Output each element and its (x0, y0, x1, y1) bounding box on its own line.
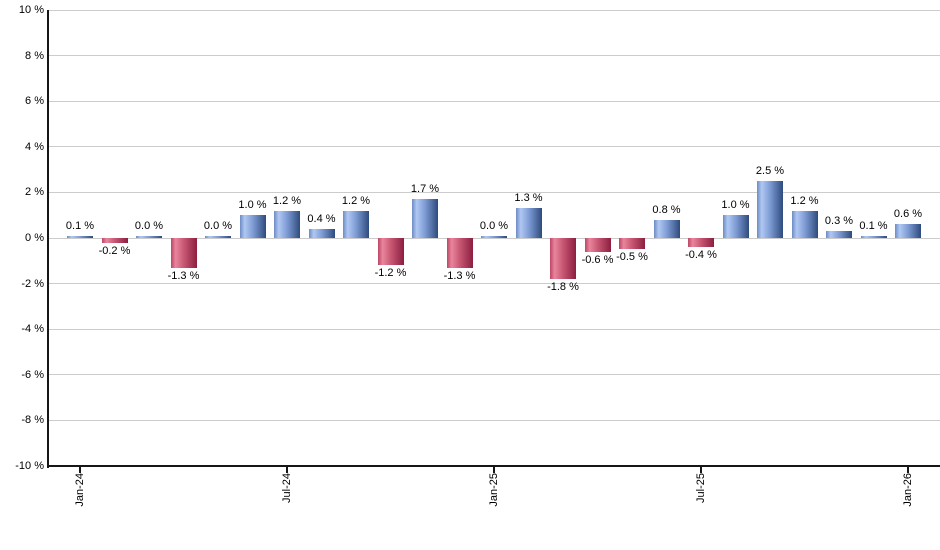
x-tick-label: Jan-24 (74, 473, 86, 507)
bar-value-label: -0.4 % (685, 249, 717, 262)
bar-value-label: -1.8 % (547, 281, 579, 294)
positive-bar (757, 181, 783, 238)
negative-bar (446, 238, 473, 268)
bar-value-label: 1.2 % (790, 194, 819, 207)
bar-value-label: 0.3 % (824, 215, 854, 228)
negative-bar (688, 238, 714, 248)
x-tick (907, 466, 909, 473)
y-tick-label: 2 % (25, 186, 44, 199)
bar-value-label: 0.4 % (307, 212, 336, 225)
y-tick-label: 10 % (18, 4, 44, 16)
positive-bar (826, 231, 852, 238)
bar-value-label: -1.3 % (167, 269, 200, 282)
positive-bar (205, 236, 231, 238)
bar-value-label: 0.1 % (65, 219, 95, 232)
gridline (49, 191, 940, 193)
positive-bar (895, 224, 921, 238)
negative-bar (550, 238, 576, 280)
gridline (49, 237, 940, 239)
bar-value-label: -1.3 % (443, 269, 476, 282)
x-tick (700, 466, 702, 473)
x-tick-label: Jan-26 (902, 473, 914, 507)
bar-value-label: 0.1 % (859, 219, 888, 232)
bar-value-label: 1.3 % (514, 192, 543, 205)
y-tick-label: 8 % (25, 49, 44, 62)
negative-bar (170, 238, 197, 268)
bar-value-label: -0.2 % (98, 244, 131, 257)
bar-value-label: 0.0 % (479, 220, 509, 232)
x-tick (493, 466, 495, 473)
positive-bar (515, 208, 542, 238)
negative-bar (619, 238, 645, 250)
gridline (49, 328, 940, 330)
bar-value-label: 0.0 % (134, 220, 164, 232)
x-tick-label: Jul-25 (695, 473, 707, 503)
y-tick-label: -2 % (21, 277, 44, 290)
bar-value-label: 1.0 % (721, 199, 750, 212)
y-axis-line (47, 10, 49, 468)
negative-bar (584, 238, 611, 252)
y-tick-label: -8 % (21, 414, 44, 427)
y-tick-label: 0 % (25, 232, 44, 244)
y-tick-label: -10 % (15, 460, 44, 472)
bar-value-label: 1.7 % (410, 183, 440, 196)
positive-bar (653, 219, 680, 238)
bar-value-label: -0.5 % (616, 251, 648, 264)
x-tick (79, 466, 81, 473)
positive-bar (239, 215, 266, 238)
negative-bar (101, 238, 128, 243)
positive-bar (722, 215, 749, 238)
positive-bar (343, 210, 369, 238)
y-tick-label: 6 % (25, 95, 44, 108)
bar-value-label: 1.2 % (272, 194, 302, 207)
bar-value-label: -1.2 % (374, 267, 407, 280)
bar-value-label: 2.5 % (755, 165, 785, 177)
negative-bar (377, 238, 404, 266)
gridline (49, 9, 940, 11)
bar-value-label: 0.8 % (652, 203, 681, 216)
x-tick (286, 466, 288, 473)
positive-bar (274, 210, 300, 238)
bar-value-label: 0.6 % (893, 208, 923, 221)
y-tick-label: -6 % (21, 368, 44, 381)
y-tick-label: 4 % (25, 140, 44, 153)
gridline (49, 419, 940, 421)
bar-value-label: -0.6 % (581, 253, 614, 266)
positive-bar (791, 210, 818, 238)
gridline (49, 283, 940, 285)
bar-value-label: 1.0 % (238, 199, 267, 212)
x-tick-label: Jul-24 (281, 473, 293, 503)
bar-value-label: 1.2 % (341, 194, 371, 207)
positive-bar (860, 235, 887, 238)
positive-bar (136, 236, 162, 238)
positive-bar (481, 236, 507, 238)
positive-bar (67, 235, 93, 238)
gridline (49, 55, 940, 57)
positive-bar (308, 228, 335, 238)
gridline (49, 146, 940, 148)
positive-bar (412, 199, 438, 238)
gridline (49, 100, 940, 102)
bar-value-label: 0.0 % (203, 220, 233, 232)
gridline (49, 374, 940, 376)
y-tick-label: -4 % (21, 323, 44, 336)
x-tick-label: Jan-25 (488, 473, 500, 507)
